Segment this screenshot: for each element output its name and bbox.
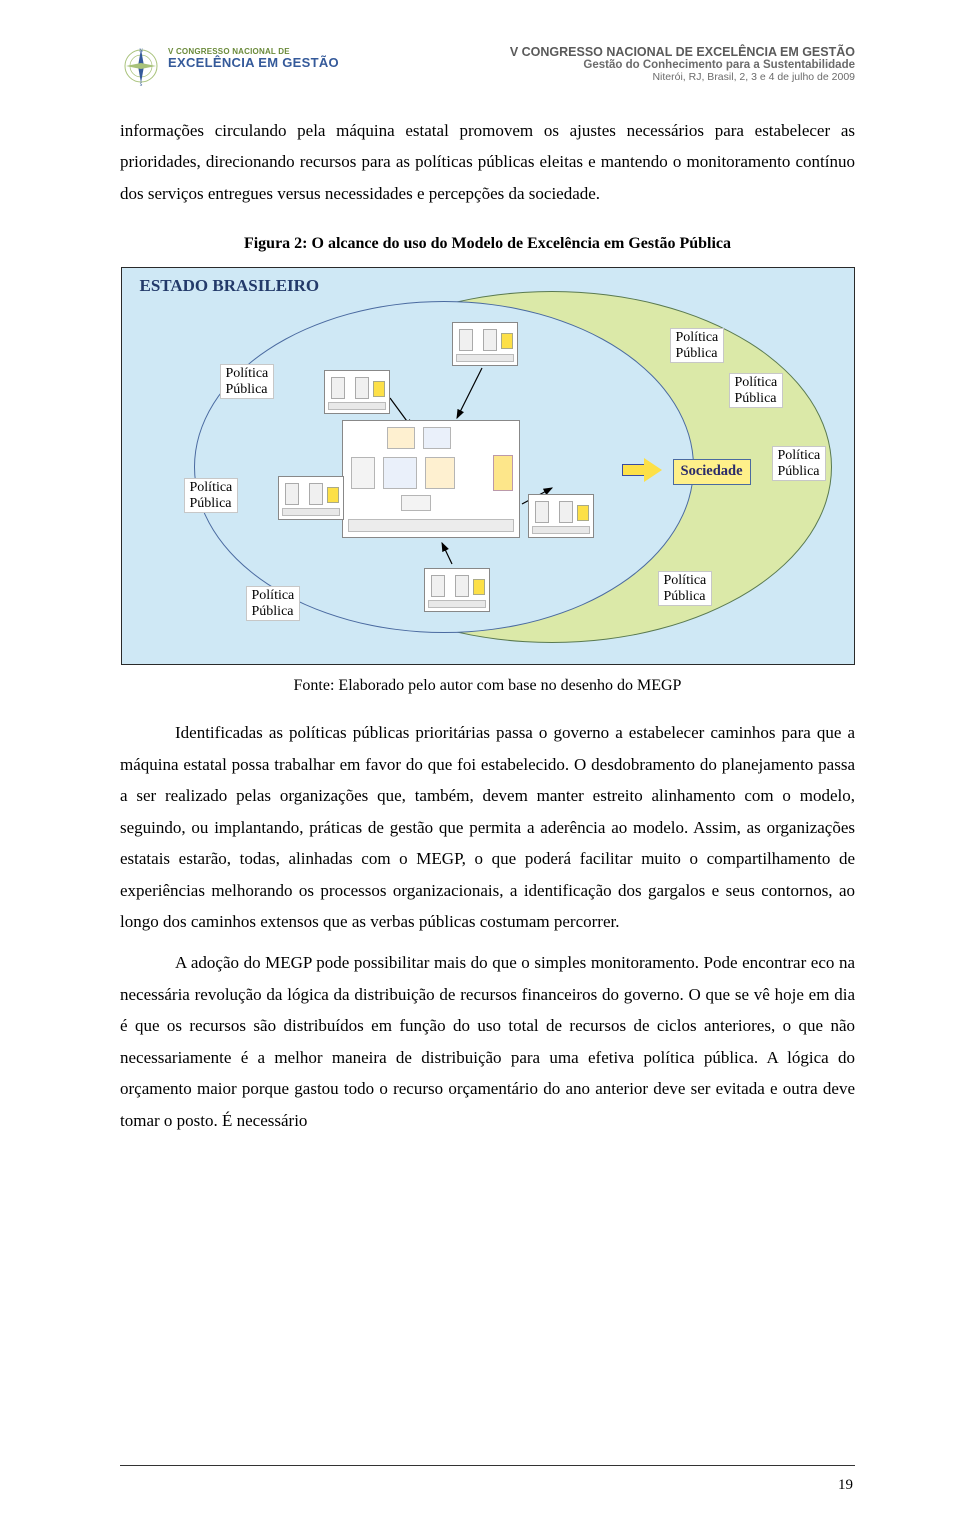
- header-right: V CONGRESSO NACIONAL DE EXCELÊNCIA EM GE…: [510, 45, 855, 83]
- footer-rule: [120, 1465, 855, 1466]
- policy-label: Política Pública: [184, 478, 239, 513]
- figure-source: Fonte: Elaborado pelo autor com base no …: [120, 677, 855, 695]
- paragraph-2: Identificadas as políticas públicas prio…: [120, 717, 855, 937]
- compass-icon: N S: [120, 45, 162, 87]
- output-arrow-icon: [622, 458, 662, 482]
- header: N S V CONGRESSO NACIONAL DE EXCELÊNCIA E…: [120, 45, 855, 87]
- center-model: [342, 420, 520, 538]
- header-r2: Gestão do Conhecimento para a Sustentabi…: [510, 59, 855, 71]
- header-r1: V CONGRESSO NACIONAL DE EXCELÊNCIA EM GE…: [510, 45, 855, 59]
- mini-diagram: [452, 322, 518, 366]
- svg-text:S: S: [140, 83, 143, 87]
- page-number: 19: [838, 1477, 853, 1494]
- mini-diagram: [424, 568, 490, 612]
- mini-diagram: [324, 370, 390, 414]
- event-line2: EXCELÊNCIA EM GESTÃO: [168, 56, 339, 70]
- mini-diagram: [278, 476, 344, 520]
- paragraph-1: informações circulando pela máquina esta…: [120, 115, 855, 209]
- svg-text:N: N: [139, 49, 143, 54]
- figure-caption: Figura 2: O alcance do uso do Modelo de …: [120, 235, 855, 253]
- policy-label: Política Pública: [246, 586, 301, 621]
- header-r3: Niterói, RJ, Brasil, 2, 3 e 4 de julho d…: [510, 71, 855, 83]
- sociedade-label: Sociedade: [673, 459, 751, 485]
- page: N S V CONGRESSO NACIONAL DE EXCELÊNCIA E…: [0, 0, 960, 1186]
- policy-label: Política Pública: [772, 446, 827, 481]
- mini-diagram: [528, 494, 594, 538]
- policy-label: Política Pública: [658, 571, 713, 606]
- logo: N S V CONGRESSO NACIONAL DE EXCELÊNCIA E…: [120, 45, 339, 87]
- figure-2: Política PúblicaPolítica PúblicaPolítica…: [121, 267, 855, 665]
- policy-label: Política Pública: [670, 328, 725, 363]
- policy-label: Política Pública: [729, 373, 784, 408]
- event-title: V CONGRESSO NACIONAL DE EXCELÊNCIA EM GE…: [168, 45, 339, 70]
- figure-title: ESTADO BRASILEIRO: [140, 276, 320, 296]
- paragraph-3: A adoção do MEGP pode possibilitar mais …: [120, 947, 855, 1136]
- policy-label: Política Pública: [220, 364, 275, 399]
